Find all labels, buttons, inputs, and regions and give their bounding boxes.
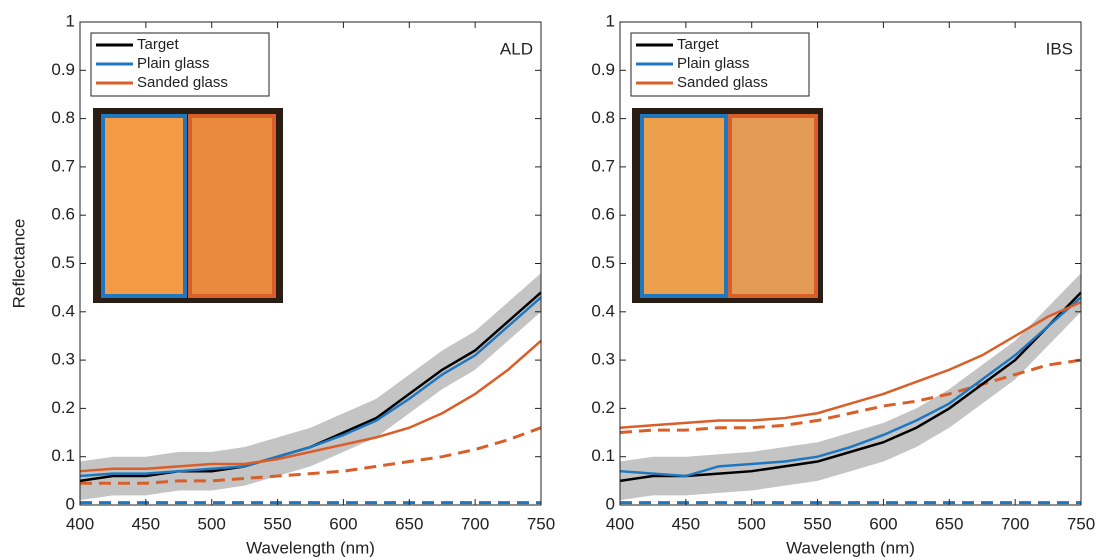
annotation: IBS bbox=[1046, 39, 1073, 58]
annotation: ALD bbox=[500, 39, 533, 58]
x-axis-label: Wavelength (nm) bbox=[246, 538, 375, 557]
x-tick-label: 600 bbox=[869, 514, 897, 533]
inset-photo bbox=[632, 108, 823, 303]
y-tick-label: 0.9 bbox=[51, 60, 75, 79]
y-tick-label: 0.7 bbox=[591, 156, 615, 175]
x-tick-label: 600 bbox=[329, 514, 357, 533]
panel bbox=[79, 273, 542, 505]
x-tick-label: 450 bbox=[672, 514, 700, 533]
x-tick-label: 750 bbox=[1067, 514, 1095, 533]
y-tick-label: 1 bbox=[66, 11, 75, 30]
y-axis-label: Reflectance bbox=[9, 219, 28, 309]
y-tick-label: 0.2 bbox=[51, 398, 75, 417]
series-line bbox=[619, 291, 1082, 483]
panel bbox=[619, 273, 1082, 505]
y-tick-label: 0.1 bbox=[591, 446, 615, 465]
y-tick-label: 0.6 bbox=[51, 205, 75, 224]
error-band bbox=[620, 273, 1081, 501]
y-tick-label: 0.5 bbox=[591, 253, 615, 272]
x-tick-label: 750 bbox=[527, 514, 555, 533]
x-tick-label: 500 bbox=[738, 514, 766, 533]
x-tick-label: 400 bbox=[606, 514, 634, 533]
x-tick-label: 650 bbox=[395, 514, 423, 533]
y-tick-label: 0.4 bbox=[591, 301, 615, 320]
legend-label: Target bbox=[137, 36, 180, 53]
y-tick-label: 0.5 bbox=[51, 253, 75, 272]
x-tick-label: 450 bbox=[132, 514, 160, 533]
error-band bbox=[80, 273, 541, 501]
series-line bbox=[619, 300, 1082, 429]
inset-photo bbox=[93, 108, 283, 303]
series-line bbox=[79, 296, 542, 478]
y-tick-label: 0 bbox=[66, 494, 75, 513]
x-tick-label: 700 bbox=[1001, 514, 1029, 533]
x-tick-label: 550 bbox=[263, 514, 291, 533]
x-tick-label: 500 bbox=[198, 514, 226, 533]
y-tick-label: 0.7 bbox=[51, 156, 75, 175]
y-tick-label: 0.3 bbox=[591, 350, 615, 369]
series-line bbox=[80, 426, 542, 485]
series-line bbox=[79, 339, 542, 473]
legend-label: Target bbox=[677, 36, 720, 53]
legend-label: Plain glass bbox=[677, 55, 750, 72]
y-tick-label: 0 bbox=[606, 494, 615, 513]
y-tick-label: 0.8 bbox=[51, 108, 75, 127]
x-tick-label: 550 bbox=[803, 514, 831, 533]
series-line bbox=[619, 358, 1082, 435]
x-tick-label: 700 bbox=[461, 514, 489, 533]
y-tick-label: 0.8 bbox=[591, 108, 615, 127]
y-tick-label: 0.4 bbox=[51, 301, 75, 320]
x-tick-label: 400 bbox=[66, 514, 94, 533]
y-tick-label: 0.9 bbox=[591, 60, 615, 79]
y-tick-label: 0.1 bbox=[51, 446, 75, 465]
y-tick-label: 1 bbox=[606, 11, 615, 30]
y-tick-label: 0.3 bbox=[51, 350, 75, 369]
y-tick-label: 0.2 bbox=[591, 398, 615, 417]
x-axis-label: Wavelength (nm) bbox=[786, 538, 915, 557]
legend-label: Sanded glass bbox=[137, 74, 228, 91]
series-line bbox=[619, 296, 1082, 478]
legend-label: Plain glass bbox=[137, 55, 210, 72]
y-tick-label: 0.6 bbox=[591, 205, 615, 224]
x-tick-label: 650 bbox=[935, 514, 963, 533]
legend-label: Sanded glass bbox=[677, 74, 768, 91]
